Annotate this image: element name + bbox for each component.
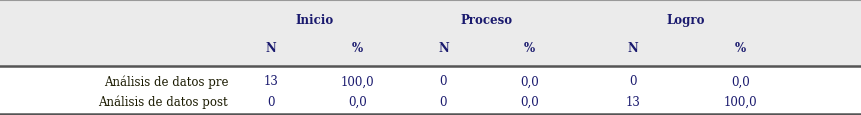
Text: N: N: [266, 42, 276, 55]
Text: 0: 0: [440, 95, 447, 108]
Text: %: %: [735, 42, 746, 55]
Text: %: %: [352, 42, 362, 55]
Text: 0,0: 0,0: [731, 75, 750, 88]
Text: N: N: [438, 42, 449, 55]
Text: 0: 0: [440, 75, 447, 88]
Text: N: N: [628, 42, 638, 55]
Text: Análisis de datos pre: Análisis de datos pre: [103, 74, 228, 88]
Text: 0: 0: [629, 75, 636, 88]
Text: Proceso: Proceso: [461, 14, 512, 27]
Text: 0,0: 0,0: [520, 95, 539, 108]
Text: 0,0: 0,0: [348, 95, 367, 108]
Text: 0,0: 0,0: [520, 75, 539, 88]
Text: Análisis de datos post: Análisis de datos post: [98, 95, 228, 108]
Text: %: %: [524, 42, 535, 55]
Text: 100,0: 100,0: [340, 75, 375, 88]
Text: Logro: Logro: [667, 14, 705, 27]
Text: 100,0: 100,0: [723, 95, 758, 108]
Text: 0: 0: [268, 95, 275, 108]
Text: Inicio: Inicio: [295, 14, 333, 27]
Bar: [0, 1, 861, 67]
Text: 13: 13: [625, 95, 641, 108]
Text: 13: 13: [263, 75, 279, 88]
